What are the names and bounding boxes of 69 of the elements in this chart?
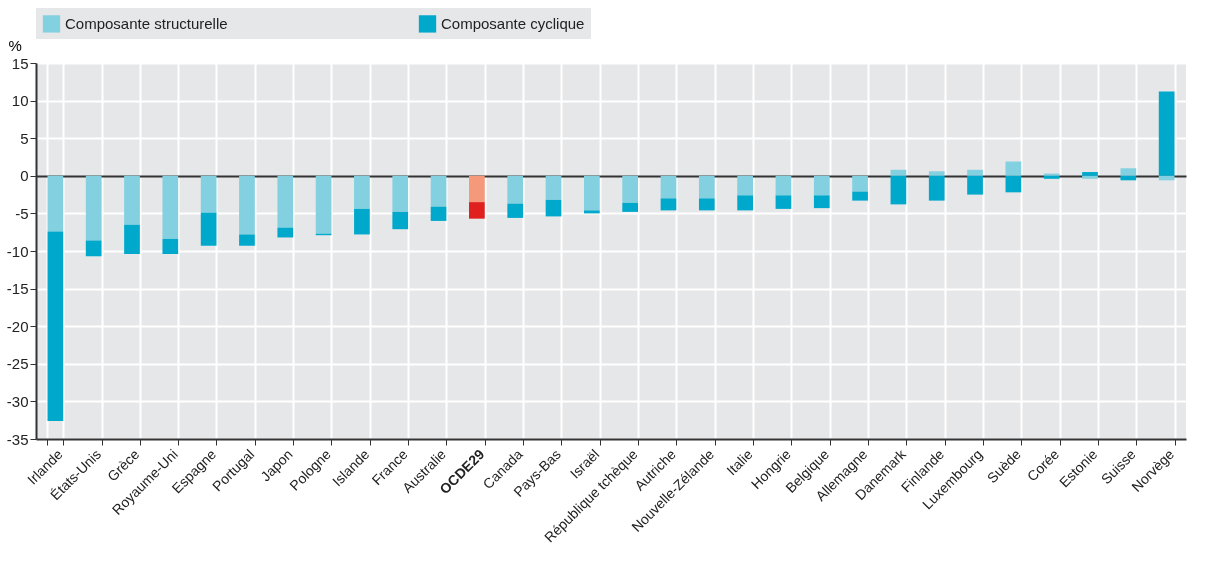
bar [277, 175, 294, 228]
bar [852, 191, 868, 201]
bar [85, 240, 102, 257]
bar [469, 175, 485, 203]
bar [545, 175, 562, 200]
bar [1005, 175, 1022, 193]
bar [660, 175, 677, 199]
bar [354, 208, 370, 235]
bar [430, 206, 447, 221]
bar [315, 175, 332, 234]
bar [967, 169, 983, 176]
bar [239, 175, 255, 235]
bar [47, 175, 64, 232]
bar [392, 175, 409, 212]
bar [737, 195, 753, 211]
bar [583, 175, 600, 211]
bar [545, 199, 562, 217]
y-tick-label: -10 [6, 242, 29, 260]
bar [85, 175, 102, 241]
bar [813, 175, 830, 196]
bar [928, 171, 945, 176]
y-axis-title: % [8, 36, 22, 54]
bar [890, 169, 907, 176]
bar [660, 198, 677, 211]
bar [200, 175, 217, 213]
bar [469, 202, 485, 219]
bar [698, 175, 715, 199]
bar [124, 175, 140, 225]
y-tick-label: 10 [11, 92, 29, 110]
bar [775, 175, 792, 196]
bar [1005, 161, 1022, 176]
y-tick-label: -20 [6, 317, 29, 335]
bar [1120, 175, 1137, 181]
bar [1158, 91, 1175, 176]
bar [47, 231, 64, 421]
y-tick-label: -25 [6, 355, 29, 373]
bar [737, 175, 753, 196]
y-tick-label: -5 [15, 204, 29, 222]
legend-label: Composante cyclique [441, 14, 585, 32]
bar [890, 175, 907, 205]
y-tick-label: -15 [6, 280, 29, 298]
bar [277, 227, 294, 238]
bar [622, 202, 639, 212]
y-tick-label: 5 [20, 129, 29, 147]
legend-label: Composante structurelle [65, 14, 228, 32]
bar [928, 175, 945, 201]
bar [583, 210, 600, 214]
bar [239, 234, 255, 246]
bar [1158, 175, 1175, 181]
bar [852, 175, 868, 192]
bar [507, 175, 524, 204]
bar [622, 175, 639, 203]
bar [200, 212, 217, 246]
bar [813, 195, 830, 209]
bar [392, 211, 409, 230]
bar [967, 175, 983, 195]
bar [775, 195, 792, 209]
bar [354, 175, 370, 209]
bar [1120, 168, 1137, 176]
bar [124, 224, 140, 255]
bar [698, 198, 715, 211]
bar [507, 203, 524, 218]
bar [162, 175, 179, 239]
y-tick-label: -35 [6, 430, 29, 448]
y-tick-label: 15 [11, 54, 29, 72]
y-tick-label: -30 [6, 392, 29, 410]
bar [162, 238, 179, 255]
bar [430, 175, 447, 207]
y-tick-label: 0 [20, 167, 29, 185]
